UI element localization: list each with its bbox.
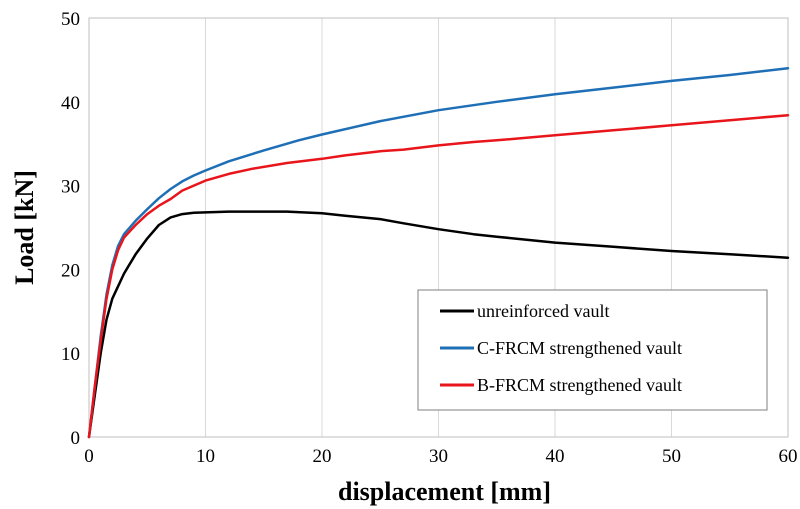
y-tick-label: 40 [61, 93, 80, 114]
y-tick-label: 10 [61, 344, 80, 365]
y-tick-label: 20 [61, 260, 80, 281]
y-tick-label: 30 [61, 177, 80, 198]
y-tick-label: 50 [61, 9, 80, 30]
x-tick-label: 0 [84, 446, 94, 467]
y-tick-label: 0 [71, 428, 81, 449]
y-axis-ticks: 0 10 20 30 40 50 [61, 9, 80, 449]
legend-box [417, 289, 768, 411]
y-axis-title: Load [kN] [10, 170, 39, 285]
x-tick-label: 20 [313, 446, 332, 467]
x-tick-label: 10 [196, 446, 215, 467]
legend-label: B-FRCM strengthened vault [477, 375, 682, 395]
x-axis-ticks: 0 10 20 30 40 50 60 [84, 446, 797, 467]
legend-label: unreinforced vault [477, 301, 609, 321]
legend: unreinforced vault C-FRCM strengthened va… [417, 289, 768, 411]
x-tick-label: 50 [662, 446, 681, 467]
legend-label: C-FRCM strengthened vault [477, 338, 682, 358]
x-axis-title: displacement [mm] [338, 477, 551, 506]
x-tick-label: 40 [546, 446, 565, 467]
series-line-1 [87, 210, 790, 439]
plot-area-border [88, 17, 789, 438]
series-line-3 [87, 113, 790, 439]
series-layer [87, 67, 790, 439]
x-tick-label: 60 [779, 446, 798, 467]
x-tick-label: 30 [429, 446, 448, 467]
